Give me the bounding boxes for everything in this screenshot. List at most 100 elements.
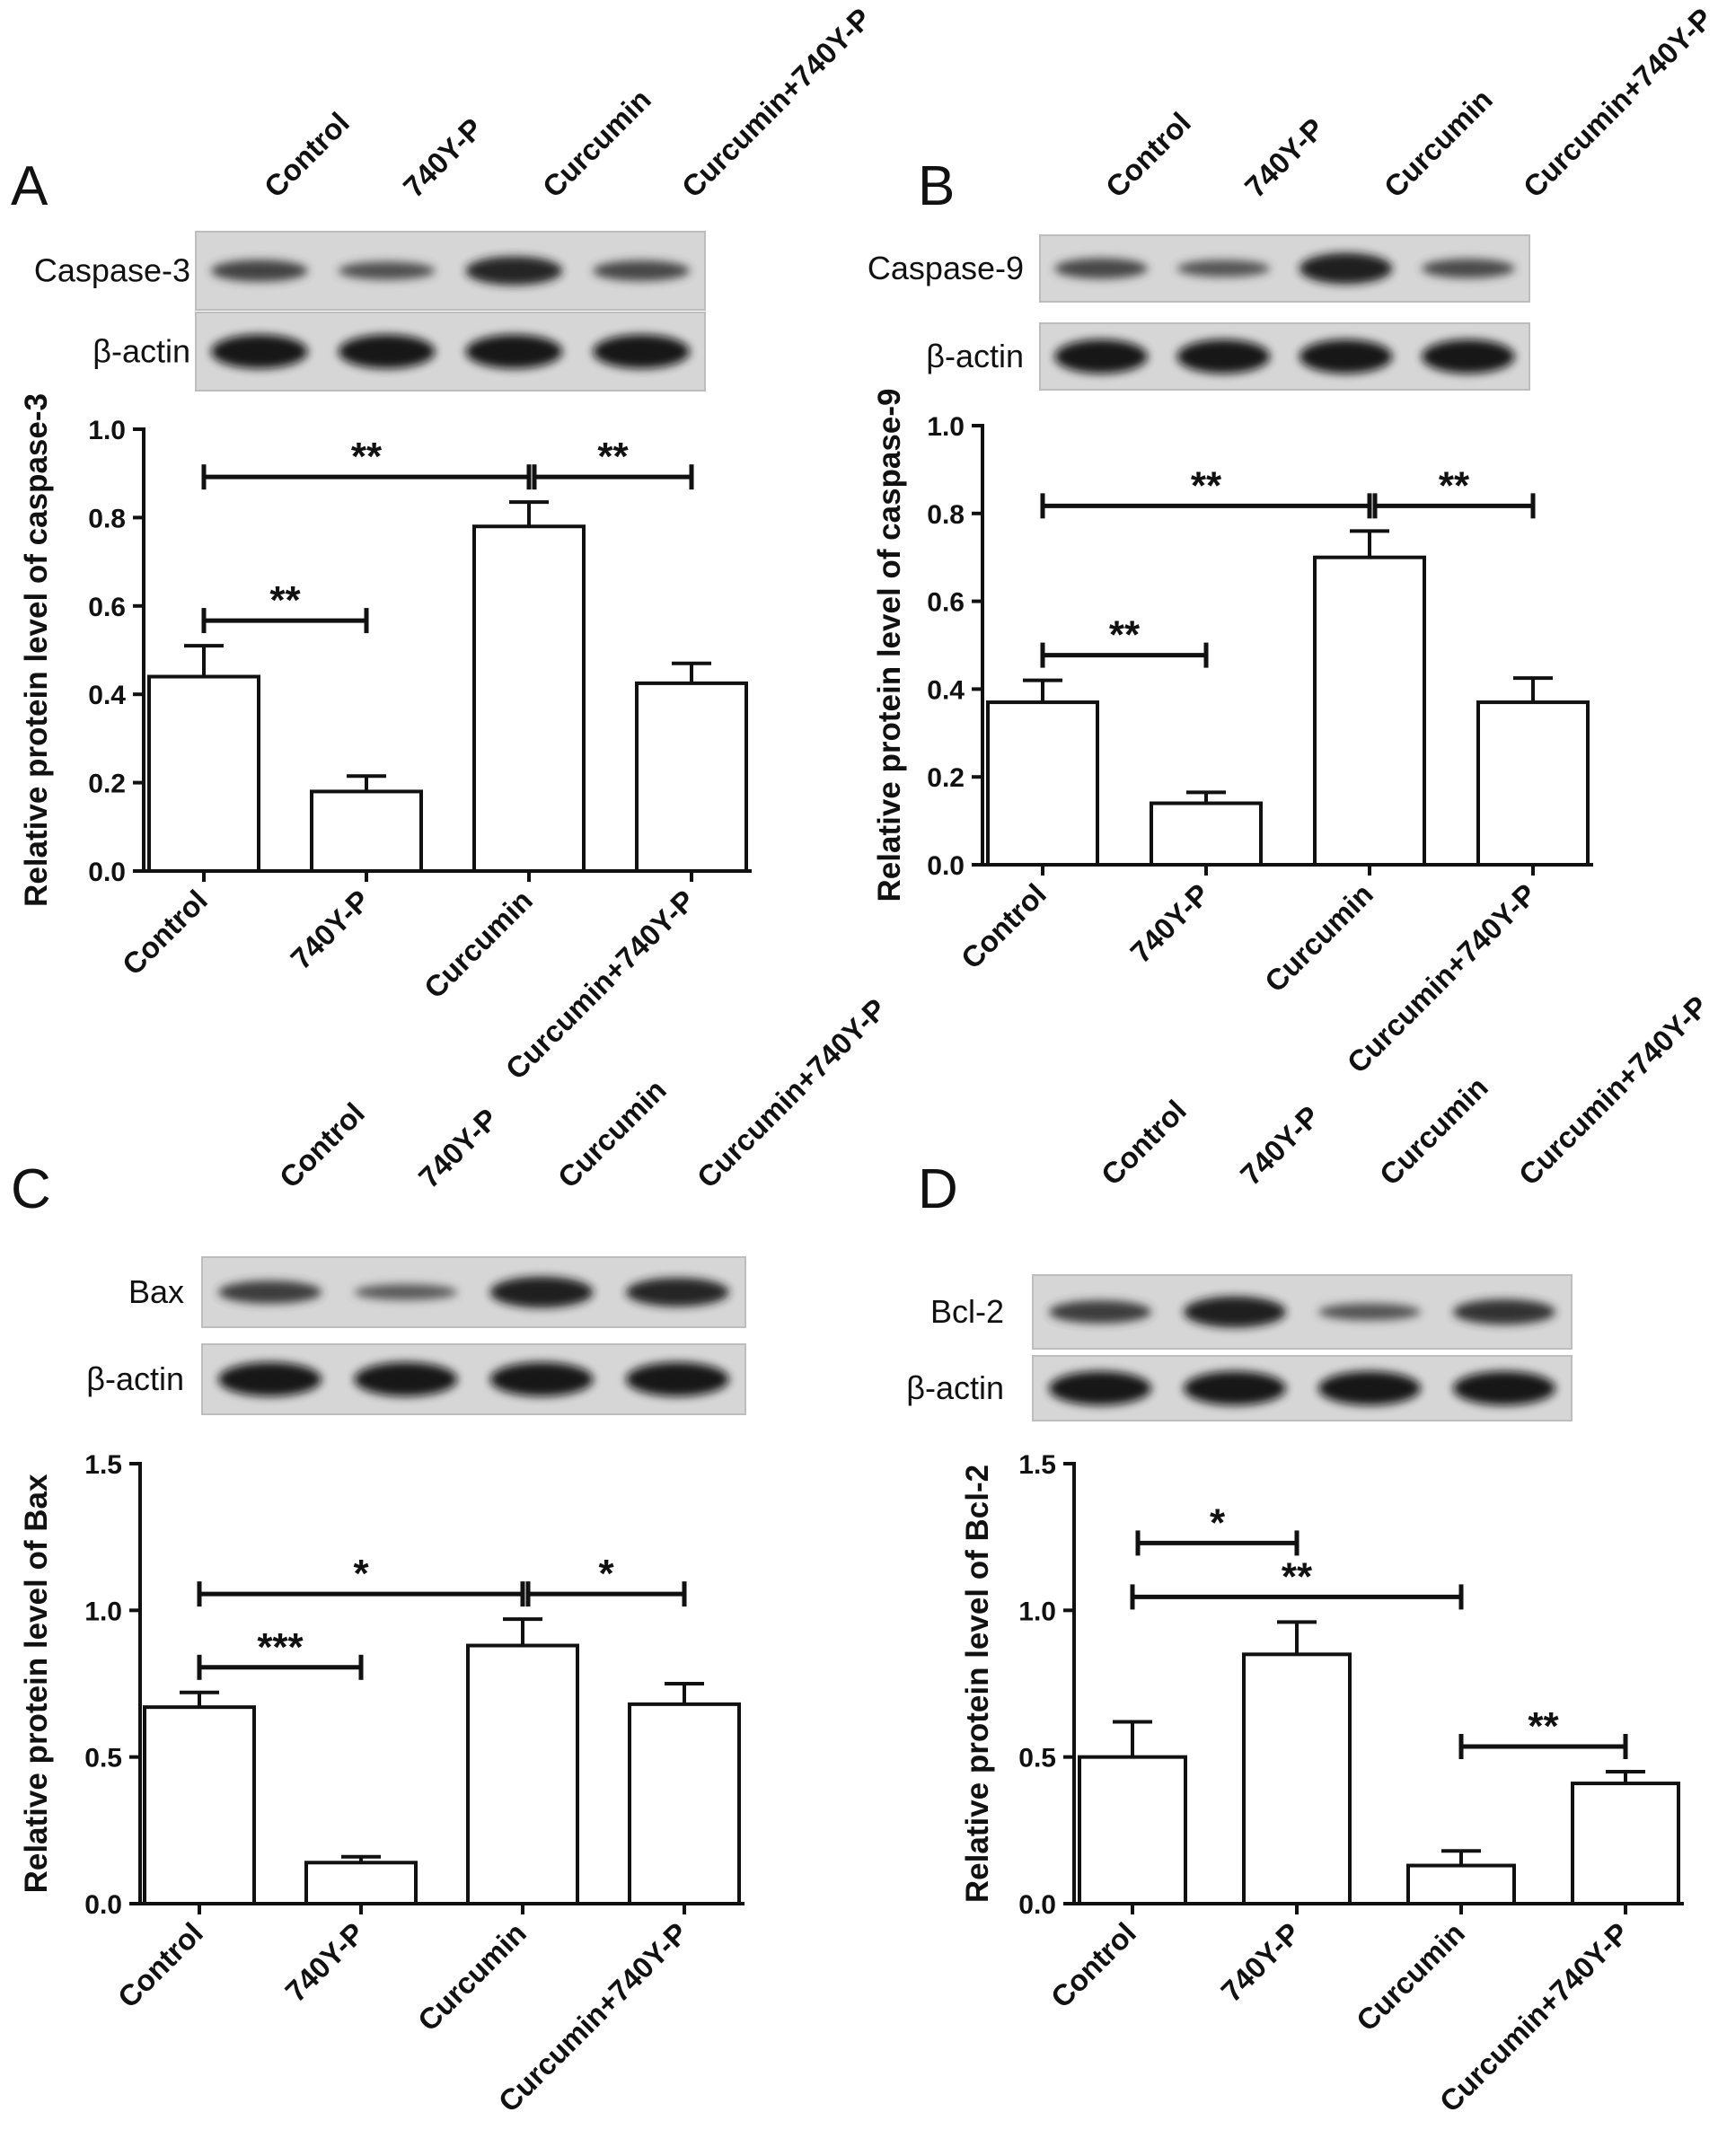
lane-label: Curcumin+740Y-P xyxy=(1517,2,1718,204)
actin-band xyxy=(1422,339,1515,374)
actin-band xyxy=(465,334,563,369)
panel-letter: C xyxy=(11,1158,51,1220)
x-tick-label: Control xyxy=(955,877,1053,975)
bar xyxy=(986,700,1099,867)
bar xyxy=(628,1702,741,1906)
y-tick-label: 0.2 xyxy=(927,763,965,793)
protein-label: Bcl-2 xyxy=(930,1293,1004,1330)
y-tick-label: 0.8 xyxy=(88,504,126,533)
actin-band xyxy=(489,1362,594,1396)
y-tick-label: 0.0 xyxy=(84,1890,122,1920)
y-tick-label: 0.4 xyxy=(88,681,126,710)
lane-label: Control xyxy=(258,106,356,204)
target-band xyxy=(1422,259,1515,278)
bar xyxy=(466,1643,579,1905)
loading-control-label: β-actin xyxy=(86,1360,184,1397)
x-tick-label: Control xyxy=(111,1916,209,2014)
panel-letter: A xyxy=(11,155,48,217)
significance-label: ** xyxy=(1109,613,1141,657)
panel-c: C Control 740Y-P Curcumin Curcumin+740Y-PBax… xyxy=(11,992,893,2118)
panel-letter: B xyxy=(918,155,955,217)
lane-label: 740Y-P xyxy=(412,1102,505,1194)
significance-label: ** xyxy=(1282,1554,1313,1598)
x-tick-label: 740Y-P xyxy=(1214,1916,1307,2009)
lane-label: Control xyxy=(1099,106,1197,204)
y-tick-label: 1.5 xyxy=(1018,1450,1056,1480)
y-tick-label: 1.0 xyxy=(927,412,965,442)
lane-label: Curcumin+740Y-P xyxy=(691,992,893,1194)
bar xyxy=(472,524,586,873)
target-band xyxy=(1299,252,1393,285)
y-tick-label: 0.4 xyxy=(927,675,965,705)
y-tick-label: 0.5 xyxy=(84,1744,122,1773)
protein-label: Caspase-9 xyxy=(868,250,1024,286)
significance-label: ** xyxy=(1439,463,1470,507)
x-tick-label: Curcumin xyxy=(1258,877,1379,999)
actin-band xyxy=(1318,1371,1421,1405)
significance-label: * xyxy=(598,1552,614,1596)
target-band xyxy=(1176,260,1271,277)
x-tick-label: Curcumin xyxy=(1350,1916,1471,2037)
significance-label: *** xyxy=(257,1625,304,1669)
loading-control-label: β-actin xyxy=(906,1369,1004,1406)
bar xyxy=(635,681,748,874)
y-axis-title: Relative protein level of caspase-9 xyxy=(872,389,907,902)
target-band xyxy=(625,1277,729,1307)
bar-chart-b: 0.0 0.2 0.4 0.6 0.8 1.0 Relative protein level… xyxy=(872,389,1593,1079)
target-band xyxy=(1318,1303,1421,1321)
y-tick-label: 0.5 xyxy=(1018,1744,1056,1773)
y-axis-title: Relative protein level of Bax xyxy=(19,1474,54,1893)
y-tick-label: 1.0 xyxy=(88,416,126,445)
y-tick-label: 0.6 xyxy=(88,593,126,622)
bar xyxy=(147,674,260,874)
actin-band xyxy=(593,334,690,369)
lane-label: 740Y-P xyxy=(1238,111,1331,204)
y-tick-label: 0.0 xyxy=(927,851,965,881)
target-band xyxy=(489,1276,594,1308)
y-tick-label: 0.2 xyxy=(88,770,126,799)
significance-label: ** xyxy=(1191,463,1222,507)
significance-label: * xyxy=(1210,1500,1226,1544)
actin-band xyxy=(625,1362,729,1396)
protein-label: Caspase-3 xyxy=(34,252,190,289)
bar xyxy=(143,1705,256,1905)
significance-label: ** xyxy=(1528,1704,1559,1748)
x-tick-label: 740Y-P xyxy=(278,1916,371,2009)
x-tick-label: Control xyxy=(116,884,214,981)
target-band xyxy=(338,261,436,280)
y-tick-label: 0.0 xyxy=(88,858,126,887)
actin-band xyxy=(1453,1371,1555,1405)
lane-label: 740Y-P xyxy=(1234,1099,1326,1192)
y-axis-title: Relative protein level of Bcl-2 xyxy=(960,1465,995,1903)
bar xyxy=(304,1861,418,1905)
significance-label: ** xyxy=(351,435,383,479)
target-band xyxy=(1054,258,1148,279)
actin-band xyxy=(1299,339,1393,374)
target-band xyxy=(465,256,563,286)
target-band xyxy=(1184,1296,1286,1328)
lane-label: Curcumin xyxy=(1378,83,1499,204)
significance-label: ** xyxy=(269,578,301,622)
lane-label: Curcumin xyxy=(536,83,657,204)
y-tick-label: 0.6 xyxy=(927,588,965,618)
target-band xyxy=(354,1284,458,1300)
target-band xyxy=(593,260,690,281)
lane-label: Curcumin+740Y-P xyxy=(675,2,877,204)
x-tick-label: Curcumin xyxy=(411,1916,533,2037)
bar xyxy=(1406,1863,1516,1906)
bar xyxy=(1571,1782,1680,1905)
y-axis-title: Relative protein level of caspase-3 xyxy=(19,393,54,907)
bar xyxy=(310,789,423,873)
actin-band xyxy=(1049,1371,1151,1405)
actin-band xyxy=(1176,339,1271,374)
actin-band xyxy=(1054,339,1148,374)
significance-label: ** xyxy=(597,435,629,479)
panel-letter: D xyxy=(918,1158,958,1220)
x-tick-label: 740Y-P xyxy=(284,884,376,976)
y-tick-label: 1.5 xyxy=(84,1450,122,1480)
y-tick-label: 1.0 xyxy=(1018,1597,1056,1626)
bar-chart-a: 0.0 0.2 0.4 0.6 0.8 1.0 Relative protein level… xyxy=(19,393,752,1086)
significance-label: * xyxy=(353,1552,369,1596)
actin-band xyxy=(218,1362,322,1396)
